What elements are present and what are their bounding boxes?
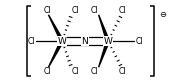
Text: Cl: Cl [135,36,143,46]
Text: Cl: Cl [27,36,35,46]
Text: W: W [58,36,66,46]
Text: N: N [82,36,88,46]
Text: Cl: Cl [119,67,126,76]
Text: Cl: Cl [44,67,51,76]
Text: Cl: Cl [44,6,51,15]
Polygon shape [48,15,63,42]
Text: W: W [104,36,112,46]
Text: Cl: Cl [71,6,79,15]
Polygon shape [99,41,109,67]
Polygon shape [48,40,63,67]
Text: Cl: Cl [71,67,79,76]
Text: Cl: Cl [91,6,99,15]
Text: Cl: Cl [119,6,126,15]
Polygon shape [99,15,109,41]
Text: Cl: Cl [91,67,99,76]
Text: ⊖: ⊖ [159,10,166,19]
